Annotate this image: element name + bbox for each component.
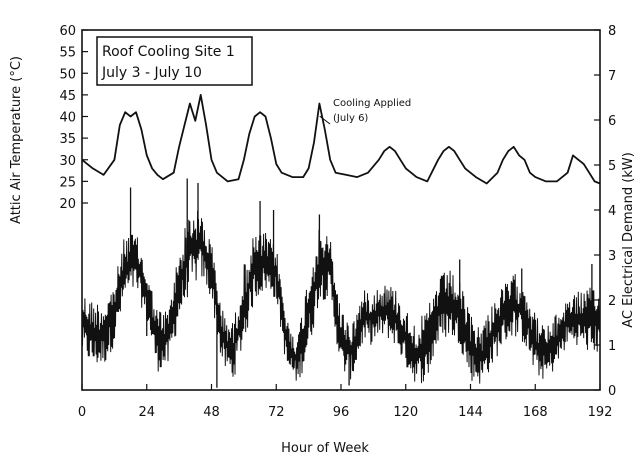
y-axis-right-title: AC Electrical Demand (kW) bbox=[621, 152, 636, 328]
y-left-tick-label: 60 bbox=[59, 24, 76, 39]
x-tick-label: 72 bbox=[268, 405, 285, 420]
y-left-tick-label: 35 bbox=[59, 132, 76, 147]
series-ac-demand bbox=[81, 178, 601, 388]
y-left-tick-label: 50 bbox=[59, 67, 76, 82]
y-right-tick-label: 6 bbox=[608, 114, 616, 129]
annotation-line-1: Cooling Applied bbox=[333, 98, 411, 109]
y-right-tick-label: 4 bbox=[608, 204, 616, 219]
x-tick-label: 120 bbox=[393, 405, 418, 420]
y-left-tick-label: 30 bbox=[59, 154, 76, 169]
y-axis-right: 0 1 2 3 4 5 6 7 8 bbox=[594, 24, 616, 399]
annotation-pointer bbox=[319, 115, 331, 125]
x-tick-label: 168 bbox=[523, 405, 548, 420]
y-right-tick-label: 1 bbox=[608, 339, 616, 354]
y-axis-left: 20 25 30 35 40 45 50 55 60 bbox=[59, 24, 88, 212]
y-axis-left-title: Attic Air Temperature (°C) bbox=[9, 56, 24, 224]
x-axis: 0 24 48 72 96 120 144 168 192 bbox=[78, 384, 613, 420]
y-right-tick-label: 7 bbox=[608, 69, 616, 84]
y-right-tick-label: 0 bbox=[608, 384, 616, 399]
annotation: Cooling Applied (July 6) bbox=[319, 98, 411, 125]
x-axis-title: Hour of Week bbox=[281, 441, 369, 456]
legend-frame bbox=[96, 36, 253, 86]
y-left-tick-label: 20 bbox=[59, 197, 76, 212]
x-tick-label: 0 bbox=[78, 405, 86, 420]
y-right-tick-label: 8 bbox=[608, 24, 616, 39]
x-tick-label: 48 bbox=[203, 405, 220, 420]
legend-box: Roof Cooling Site 1 July 3 - July 10 bbox=[96, 36, 253, 86]
annotation-line-2: (July 6) bbox=[333, 113, 368, 124]
legend-line-2: July 3 - July 10 bbox=[101, 65, 202, 81]
y-right-tick-label: 3 bbox=[608, 249, 616, 264]
series-attic-temperature bbox=[81, 94, 601, 185]
y-left-tick-label: 25 bbox=[59, 175, 76, 190]
y-left-tick-label: 40 bbox=[59, 111, 76, 126]
x-tick-label: 144 bbox=[458, 405, 483, 420]
y-left-tick-label: 55 bbox=[59, 46, 76, 61]
legend-line-1: Roof Cooling Site 1 bbox=[102, 44, 235, 60]
x-tick-label: 96 bbox=[333, 405, 350, 420]
y-right-tick-label: 2 bbox=[608, 294, 616, 309]
x-tick-label: 192 bbox=[588, 405, 613, 420]
x-tick-label: 24 bbox=[138, 405, 155, 420]
ac-demand-trace bbox=[81, 210, 601, 384]
y-right-tick-label: 5 bbox=[608, 159, 616, 174]
temperature-line bbox=[81, 94, 601, 185]
y-left-tick-label: 45 bbox=[59, 89, 76, 104]
